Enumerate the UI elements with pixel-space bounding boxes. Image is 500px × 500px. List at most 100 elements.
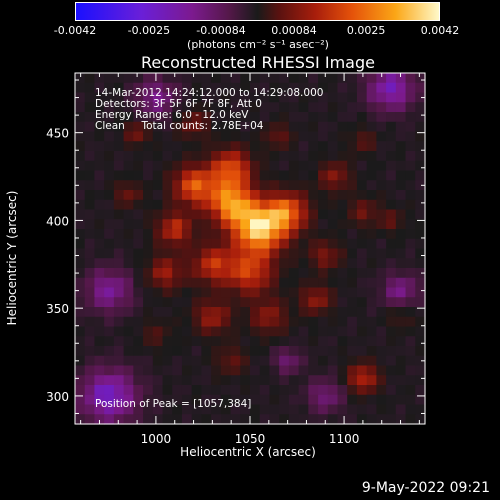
heatmap-cell xyxy=(415,297,426,308)
heatmap-cell xyxy=(104,258,115,269)
heatmap-cell xyxy=(240,394,251,406)
heatmap-cell xyxy=(84,82,96,94)
heatmap-cell xyxy=(162,219,173,230)
heatmap-cell xyxy=(181,170,193,181)
heatmap-cell xyxy=(405,385,416,396)
heatmap-cell xyxy=(308,141,319,152)
heatmap-cell xyxy=(220,190,232,201)
colorbar-tick-label: 0.0025 xyxy=(346,24,386,37)
heatmap-cell xyxy=(250,73,261,84)
colorbar-tick-label: -0.0042 xyxy=(53,24,97,37)
heatmap-cell xyxy=(356,219,368,230)
heatmap-cell xyxy=(279,258,290,269)
heatmap-cell xyxy=(220,355,232,367)
heatmap-cell xyxy=(337,365,348,376)
heatmap-cell xyxy=(230,82,241,94)
heatmap-cell xyxy=(386,219,397,230)
heatmap-cell xyxy=(133,219,144,230)
heatmap-cell xyxy=(337,131,348,142)
heatmap-cell xyxy=(201,365,212,376)
heatmap-cell xyxy=(318,316,329,328)
heatmap-cell xyxy=(143,219,154,230)
heatmap-cell xyxy=(94,112,105,123)
heatmap-cell xyxy=(94,141,105,152)
heatmap-cell xyxy=(181,131,193,142)
heatmap-cell xyxy=(337,385,348,396)
heatmap-cell xyxy=(356,258,368,269)
heatmap-cell xyxy=(288,277,300,289)
heatmap-cell xyxy=(152,287,164,298)
heatmap-cell xyxy=(240,121,251,133)
heatmap-cell xyxy=(288,131,300,142)
heatmap-cell xyxy=(181,229,193,240)
heatmap-cell xyxy=(220,160,232,172)
heatmap-cell xyxy=(366,394,377,406)
heatmap-cell xyxy=(308,316,319,328)
heatmap-cell xyxy=(395,316,407,328)
heatmap-cell xyxy=(201,316,212,328)
heatmap-cell xyxy=(162,316,173,328)
heatmap-cell xyxy=(298,160,309,172)
heatmap-cell xyxy=(405,199,416,211)
heatmap-cell xyxy=(201,160,212,172)
heatmap-cell xyxy=(288,219,300,230)
heatmap-cell xyxy=(143,336,154,347)
heatmap-cell xyxy=(143,102,154,113)
heatmap-cell xyxy=(250,414,261,425)
heatmap-cell xyxy=(347,248,358,259)
heatmap-cell xyxy=(386,102,397,113)
heatmap-cell xyxy=(356,141,368,152)
heatmap-cell xyxy=(94,209,105,220)
heatmap-cell xyxy=(104,268,115,279)
heatmap-cell xyxy=(395,141,407,152)
heatmap-cell xyxy=(376,73,387,84)
heatmap-cell xyxy=(240,219,251,230)
heatmap-cell xyxy=(162,336,173,347)
heatmap-cell xyxy=(279,151,290,162)
heatmap-cell xyxy=(327,394,339,406)
heatmap-cell xyxy=(279,190,290,201)
heatmap-cell xyxy=(143,258,154,269)
heatmap-cell xyxy=(143,414,154,425)
heatmap-cell xyxy=(308,346,319,357)
heatmap-cell xyxy=(201,326,212,337)
heatmap-cell xyxy=(279,229,290,240)
heatmap-cell xyxy=(288,394,300,406)
heatmap-cell xyxy=(94,375,105,386)
heatmap-cell xyxy=(366,238,377,250)
heatmap-cell xyxy=(376,336,387,347)
heatmap-cell xyxy=(181,365,193,376)
heatmap-cell xyxy=(211,73,222,84)
heatmap-cell xyxy=(356,316,368,328)
heatmap-cell xyxy=(386,190,397,201)
heatmap-cell xyxy=(250,258,261,269)
heatmap-cell xyxy=(318,238,329,250)
heatmap-cell xyxy=(104,385,115,396)
heatmap-cell xyxy=(366,414,377,425)
heatmap-cell xyxy=(327,209,339,220)
heatmap-cell xyxy=(259,180,271,191)
heatmap-cell xyxy=(181,346,193,357)
heatmap-cell xyxy=(288,82,300,94)
heatmap-cell xyxy=(104,316,115,328)
heatmap-cell xyxy=(366,346,377,357)
heatmap-cell xyxy=(337,297,348,308)
heatmap-cell xyxy=(395,307,407,318)
heatmap-cell xyxy=(191,385,202,396)
heatmap-cell xyxy=(113,375,125,386)
heatmap-cell xyxy=(376,121,387,133)
heatmap-cell xyxy=(356,277,368,289)
heatmap-cell xyxy=(211,131,222,142)
heatmap-cell xyxy=(75,73,86,84)
heatmap-cell xyxy=(318,151,329,162)
heatmap-cell xyxy=(386,180,397,191)
heatmap-cell xyxy=(327,297,339,308)
heatmap-cell xyxy=(162,258,173,269)
heatmap-cell xyxy=(123,219,134,230)
heatmap-cell xyxy=(298,375,309,386)
heatmap-cell xyxy=(162,268,173,279)
heatmap-cell xyxy=(104,287,115,298)
heatmap-cell xyxy=(288,365,300,376)
heatmap-cell xyxy=(133,404,144,415)
heatmap-cell xyxy=(288,297,300,308)
